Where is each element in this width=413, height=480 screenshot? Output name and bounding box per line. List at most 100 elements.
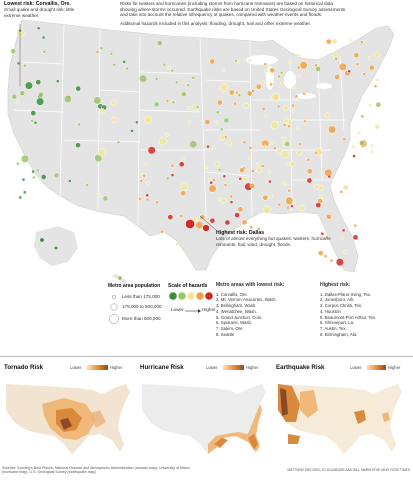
highest-risk-callout: Highest risk: Dallas Lots of almost ever… bbox=[216, 230, 336, 247]
hazard-scale-legend: Scale of hazards Lower Higher bbox=[168, 283, 216, 313]
metro-dot bbox=[160, 229, 164, 234]
metro-dot bbox=[135, 120, 139, 125]
metro-dot bbox=[18, 195, 23, 200]
metro-dot bbox=[247, 58, 252, 63]
metro-dot bbox=[249, 182, 256, 189]
lowest-risk-list: Metro areas with lowest risk: 1. Corvall… bbox=[216, 282, 316, 337]
metro-dot bbox=[22, 63, 27, 68]
hurricane-map bbox=[142, 384, 266, 454]
metro-dot bbox=[234, 212, 240, 218]
metro-dot bbox=[187, 105, 191, 110]
metro-dot bbox=[167, 65, 171, 70]
metro-dot bbox=[117, 275, 123, 281]
metro-dot bbox=[317, 250, 324, 256]
earthquake-panel: Earthquake Risk Lower Higher bbox=[274, 362, 410, 462]
metro-dot bbox=[302, 91, 306, 96]
metro-dot bbox=[31, 169, 35, 174]
highest-risk-list-item: 5. Beaumont-Port Arthur, Tex. bbox=[320, 314, 377, 320]
metro-dot bbox=[306, 157, 311, 162]
metro-dot bbox=[367, 56, 372, 60]
metro-dot bbox=[68, 179, 72, 183]
metro-dot bbox=[187, 119, 192, 124]
highest-risk-list-item: 1. Dallas-Plano-Irving, Tex. bbox=[320, 291, 372, 297]
metro-dot bbox=[368, 103, 373, 107]
metro-dot bbox=[351, 145, 356, 149]
metro-dot bbox=[315, 202, 322, 208]
metro-dot bbox=[243, 102, 249, 109]
metro-dot bbox=[355, 62, 360, 67]
metro-dot bbox=[242, 140, 247, 145]
callout-leaders bbox=[19, 24, 217, 231]
metro-dot bbox=[116, 140, 121, 145]
metro-dot bbox=[334, 56, 338, 61]
metro-dot bbox=[296, 149, 303, 156]
metro-dot bbox=[286, 205, 290, 210]
metro-dot bbox=[222, 174, 227, 179]
metro-dot bbox=[359, 40, 364, 45]
metro-dot bbox=[242, 176, 249, 183]
metro-dot bbox=[269, 194, 274, 199]
metro-dot bbox=[255, 161, 260, 166]
metro-dot bbox=[353, 52, 360, 59]
metro-dot bbox=[223, 183, 228, 187]
metro-dot bbox=[139, 179, 144, 183]
metro-dots bbox=[10, 26, 382, 281]
metro-dot bbox=[324, 112, 331, 119]
highest-risk-list-item: 6. Shreveport, La. bbox=[320, 320, 355, 326]
metro-dot bbox=[375, 78, 380, 82]
metro-dot bbox=[239, 167, 245, 174]
metro-dot bbox=[279, 70, 284, 75]
metro-dot bbox=[291, 103, 295, 108]
metro-dot bbox=[283, 117, 289, 124]
metro-dot bbox=[145, 197, 150, 202]
metro-dot bbox=[20, 154, 30, 163]
tornado-scale-bar bbox=[86, 365, 108, 370]
metro-dot bbox=[341, 228, 346, 233]
metro-dot bbox=[262, 194, 269, 201]
metro-dot bbox=[63, 94, 72, 104]
population-legend-items: Less than 175,000 175,000 to 500,000 Mor… bbox=[108, 293, 198, 327]
metro-dot bbox=[282, 105, 289, 112]
metro-dot bbox=[296, 74, 301, 78]
lowest-risk-list-item: 1. Corvallis, Ore. bbox=[216, 291, 248, 297]
hazard-scale-swatch bbox=[196, 292, 204, 300]
metro-dot bbox=[209, 217, 216, 224]
metro-dot bbox=[143, 115, 153, 124]
metro-dot bbox=[277, 74, 282, 79]
metro-dot bbox=[154, 76, 159, 81]
metro-dot bbox=[11, 93, 18, 100]
metro-dot bbox=[291, 109, 296, 114]
metro-dot bbox=[374, 123, 381, 130]
metro-dot bbox=[267, 169, 272, 174]
metro-dot bbox=[369, 64, 375, 71]
metro-dot bbox=[237, 93, 242, 98]
metro-dot bbox=[199, 214, 206, 221]
metro-dot bbox=[270, 121, 279, 130]
metro-dot bbox=[147, 146, 156, 155]
metro-dot bbox=[24, 81, 33, 90]
population-legend-title: Metro area population bbox=[108, 283, 161, 289]
metro-dot bbox=[220, 197, 227, 204]
metro-dot bbox=[317, 184, 324, 191]
metro-dot bbox=[268, 179, 272, 184]
metro-dot bbox=[36, 26, 41, 31]
metro-dot bbox=[217, 197, 222, 201]
lowest-risk-list-item: 6. Spokane, Wash. bbox=[216, 320, 253, 326]
tornado-panel-title: Tornado Risk bbox=[4, 364, 44, 371]
metro-dot bbox=[264, 113, 268, 118]
metro-dot bbox=[306, 168, 313, 175]
metro-dot bbox=[273, 146, 277, 150]
hazard-scale-title: Scale of hazards bbox=[168, 283, 208, 289]
metro-dot bbox=[276, 148, 283, 154]
metro-dot bbox=[338, 62, 347, 71]
hazard-scale-higher: Higher bbox=[202, 307, 216, 312]
metro-dot bbox=[251, 169, 255, 173]
lowest-risk-list-item: 7. Salem, Ore. bbox=[216, 325, 244, 331]
metro-dot bbox=[99, 108, 106, 114]
highest-risk-list-item: 2. Jonesboro, Ark. bbox=[320, 297, 355, 303]
metro-dot bbox=[209, 58, 216, 65]
metro-dot bbox=[53, 245, 59, 251]
metro-dot bbox=[32, 175, 36, 180]
metro-dot bbox=[276, 104, 281, 109]
intro-text: Risks for twisters and hurricanes (inclu… bbox=[120, 1, 350, 26]
